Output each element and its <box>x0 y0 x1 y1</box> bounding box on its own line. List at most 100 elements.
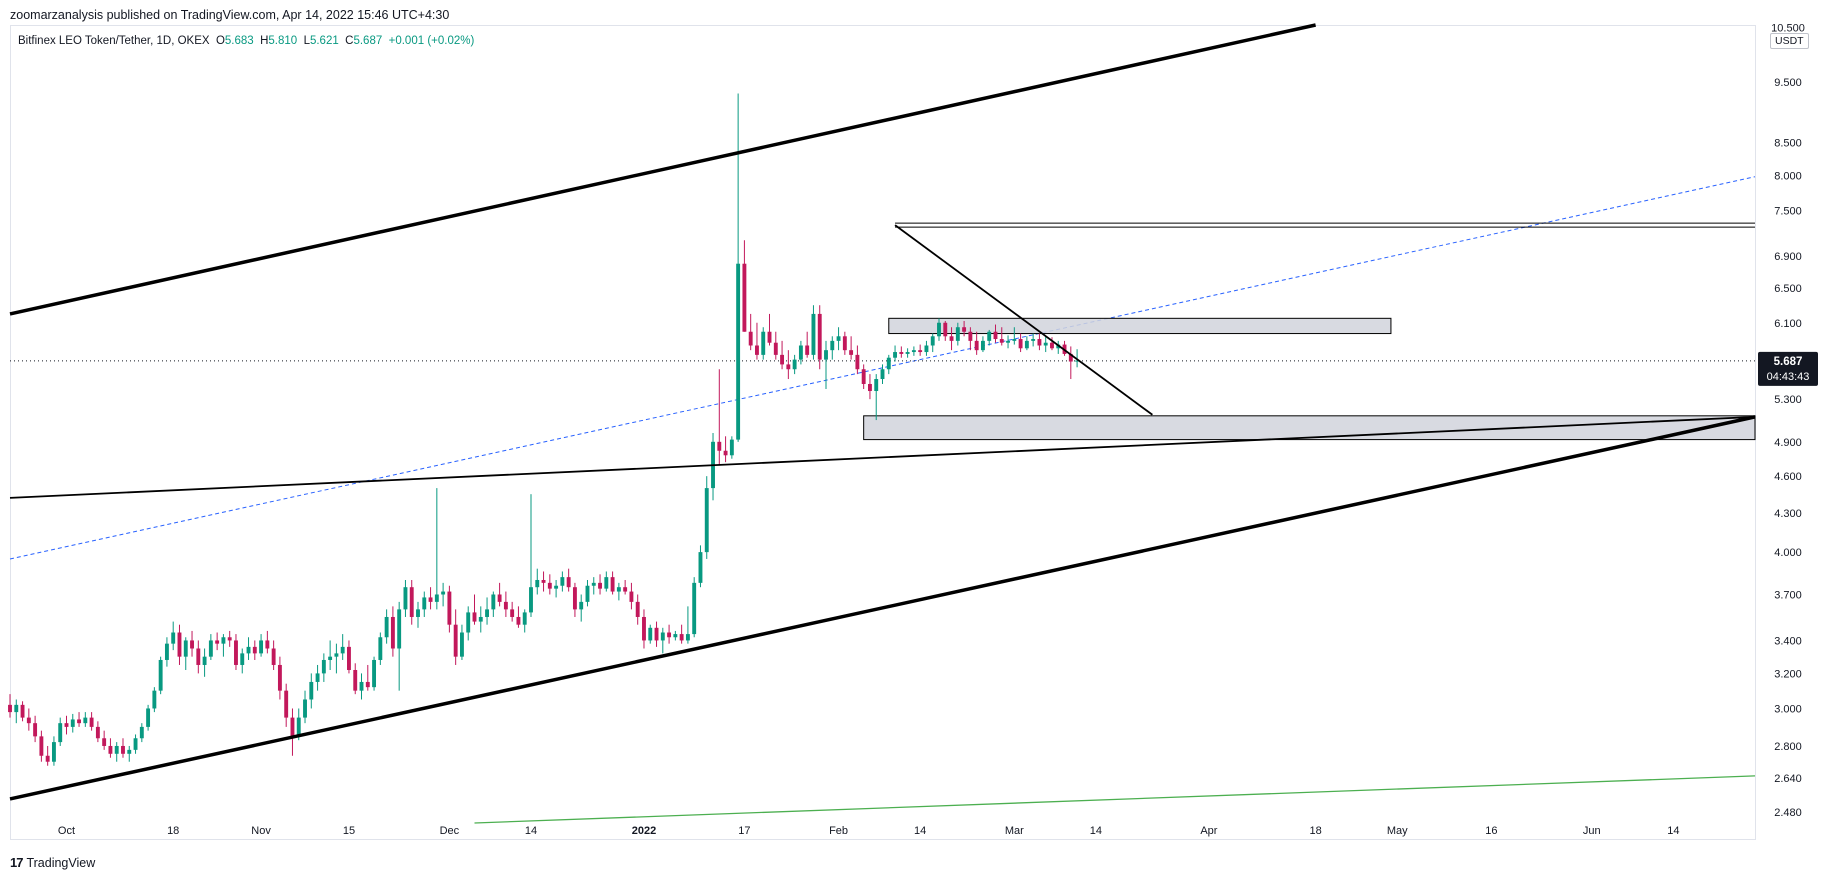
x-tick-label: Oct <box>58 825 75 837</box>
candle-body <box>824 350 828 360</box>
candle-body <box>466 612 471 633</box>
candle-body <box>886 357 891 370</box>
y-tick-label: 2.480 <box>1774 807 1802 819</box>
x-tick-label: Feb <box>829 825 848 837</box>
x-tick-label: Mar <box>1005 825 1024 837</box>
candle-body <box>660 632 665 641</box>
footer-brand[interactable]: 17 TradingView <box>10 855 95 870</box>
y-tick-label: 4.900 <box>1774 437 1802 449</box>
candle-body <box>767 331 772 343</box>
x-tick-label: Dec <box>440 825 460 837</box>
candle-body <box>190 640 194 649</box>
candle-body <box>1037 339 1042 346</box>
candle-body <box>1043 342 1048 346</box>
x-tick-label: 14 <box>1667 825 1679 837</box>
candle-body <box>183 640 188 657</box>
candle-body <box>579 601 584 610</box>
price-axis[interactable] <box>1755 25 1834 840</box>
high-value: 5.810 <box>268 35 298 47</box>
candle-body <box>441 591 446 595</box>
candle-body <box>290 717 295 737</box>
x-tick-label: 16 <box>1485 825 1497 837</box>
candle-body <box>937 322 941 337</box>
candle-body <box>8 704 12 713</box>
candle-body <box>805 345 810 355</box>
candle-body <box>648 627 653 641</box>
currency-unit-button[interactable]: USDT <box>1770 33 1809 49</box>
candle-body <box>773 342 778 355</box>
candle-body <box>127 749 132 754</box>
candle-body <box>654 627 659 641</box>
y-tick-label: 3.700 <box>1774 589 1802 601</box>
x-tick-label: Nov <box>251 825 271 837</box>
candle-body <box>968 331 973 341</box>
candle-body <box>503 601 508 610</box>
candle-body <box>1006 340 1010 343</box>
candle-body <box>277 664 282 691</box>
candle-body <box>899 352 904 354</box>
candle-body <box>717 441 722 451</box>
candle-body <box>14 704 19 713</box>
brand-name: TradingView <box>26 855 96 870</box>
chart-pane[interactable] <box>10 25 1755 840</box>
candle-body <box>974 340 979 351</box>
x-tick-label: 14 <box>914 825 926 837</box>
candle-body <box>45 755 50 762</box>
candle-body <box>560 577 565 586</box>
candle-body <box>930 336 935 346</box>
candle-body <box>416 609 420 617</box>
y-tick-label: 3.200 <box>1774 668 1802 680</box>
candle-body <box>1068 353 1073 362</box>
candle-body <box>679 634 684 641</box>
candle-body <box>372 659 377 688</box>
y-tick-label: 4.300 <box>1774 508 1802 520</box>
candle-body <box>39 736 44 756</box>
candle-body <box>1050 342 1054 349</box>
candle-body <box>516 616 521 625</box>
y-tick-label: 7.500 <box>1774 205 1802 217</box>
candle-body <box>673 634 678 638</box>
candle-body <box>215 640 220 644</box>
candle-body <box>334 653 339 657</box>
candle-body <box>522 612 527 625</box>
descending-line-line <box>894 224 1153 416</box>
upper-channel-line <box>9 23 1316 316</box>
candle-body <box>347 646 351 671</box>
candle-body <box>817 313 822 360</box>
x-tick-label: 14 <box>1090 825 1102 837</box>
candle-body <box>830 340 835 351</box>
candle-body <box>252 646 257 654</box>
candle-body <box>949 336 954 341</box>
candle-body <box>642 616 646 641</box>
y-tick-label: 6.900 <box>1774 251 1802 263</box>
candle-body <box>77 719 81 724</box>
candle-body <box>911 350 916 353</box>
candle-body <box>786 364 791 370</box>
y-tick-label: 4.000 <box>1774 547 1802 559</box>
candle-body <box>962 327 967 332</box>
candle-body <box>309 681 314 700</box>
candle-body <box>51 742 56 762</box>
candle-body <box>284 690 289 718</box>
x-tick-label: 18 <box>167 825 179 837</box>
candle-body <box>529 587 533 613</box>
candle-body <box>227 637 232 641</box>
candle-body <box>1018 339 1023 349</box>
candle-body <box>453 624 458 657</box>
y-tick-label: 3.400 <box>1774 635 1802 647</box>
candle-body <box>83 717 88 724</box>
symbol-legend[interactable]: Bitfinex LEO Token/Tether, 1D, OKEX O5.6… <box>18 35 474 47</box>
x-tick-label: 15 <box>343 825 355 837</box>
tradingview-logo-icon: 17 <box>10 855 24 870</box>
candle-body <box>918 350 923 353</box>
x-tick-label: 18 <box>1309 825 1321 837</box>
candle-body <box>598 582 602 589</box>
candle-body <box>64 723 69 727</box>
candle-body <box>836 336 841 341</box>
candle-body <box>685 634 690 641</box>
last-price-tag <box>1758 351 1818 386</box>
publisher-line: zoomarzanalysis published on TradingView… <box>10 8 450 22</box>
support-zone-zone <box>863 415 1756 441</box>
last-price-value: 5.687 <box>1774 356 1803 368</box>
